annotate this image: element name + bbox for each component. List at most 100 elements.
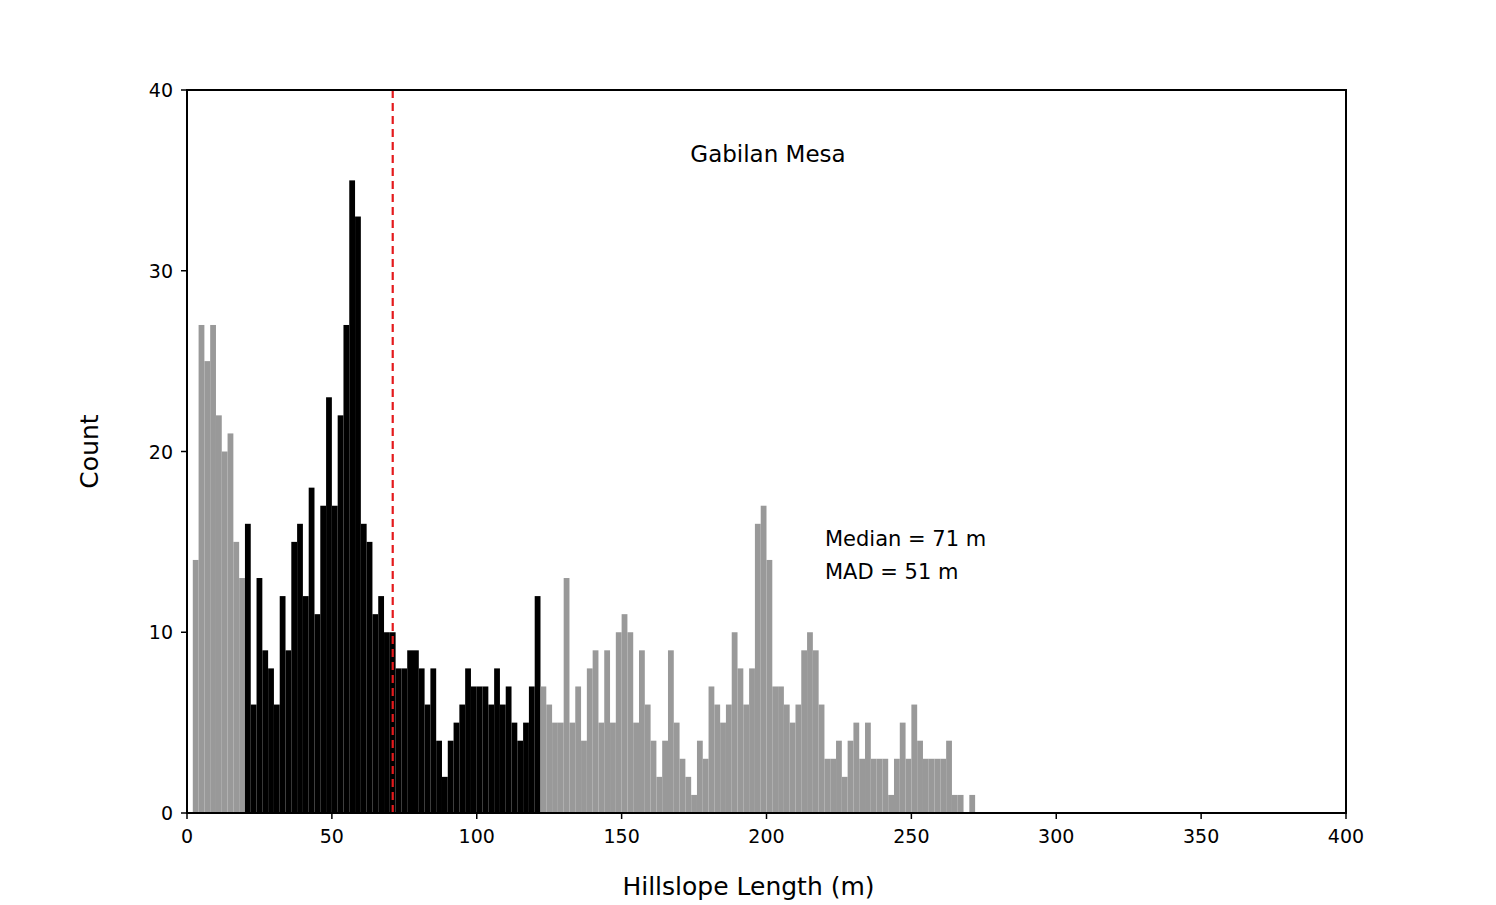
histogram-bar <box>906 759 912 813</box>
histogram-bar <box>622 614 628 813</box>
histogram-bar <box>384 632 390 813</box>
histogram-bar <box>512 723 518 813</box>
histogram-bar <box>685 777 691 813</box>
x-tick <box>1200 813 1202 819</box>
histogram-bar <box>929 759 935 813</box>
x-tick-label: 100 <box>459 825 495 847</box>
histogram-bar <box>877 759 883 813</box>
annotation: MAD = 51 m <box>825 560 958 584</box>
histogram-bar <box>500 705 506 813</box>
histogram-bar <box>448 741 454 813</box>
histogram-bar <box>343 325 349 813</box>
histogram-bar <box>320 506 326 813</box>
histogram-bar <box>355 217 361 813</box>
histogram-bar <box>969 795 975 813</box>
histogram-bar <box>882 759 888 813</box>
annotation: Median = 71 m <box>825 527 986 551</box>
histogram-bar <box>430 668 436 813</box>
histogram-bar <box>540 686 546 813</box>
histogram-bar <box>946 741 952 813</box>
histogram-bar <box>801 650 807 813</box>
y-tick-label: 20 <box>149 441 173 463</box>
y-tick <box>181 270 187 272</box>
histogram-bar <box>274 705 280 813</box>
x-tick-label: 150 <box>603 825 639 847</box>
histogram-bar <box>349 180 355 813</box>
y-tick-label: 30 <box>149 260 173 282</box>
histogram-bar <box>517 741 523 813</box>
histogram-bar <box>558 723 564 813</box>
histogram-bar <box>819 705 825 813</box>
histogram-bar <box>459 705 465 813</box>
histogram-bar <box>598 723 604 813</box>
histogram-bar <box>280 596 286 813</box>
histogram-bar <box>546 705 552 813</box>
histogram-bar <box>193 560 199 813</box>
histogram-bar <box>291 542 297 813</box>
histogram-bar <box>709 686 715 813</box>
histogram-bar <box>743 705 749 813</box>
histogram-bar <box>222 452 228 814</box>
x-tick <box>331 813 333 819</box>
histogram-bar <box>245 524 251 813</box>
histogram-bar <box>662 741 668 813</box>
histogram-bar <box>465 668 471 813</box>
histogram-bar <box>900 723 906 813</box>
histogram-bar <box>581 741 587 813</box>
histogram-bar <box>807 632 813 813</box>
histogram-bar <box>488 705 494 813</box>
histogram-bar <box>871 759 877 813</box>
histogram-bar <box>535 596 541 813</box>
x-tick-label: 0 <box>181 825 193 847</box>
histogram-bar <box>268 668 274 813</box>
histogram-bar <box>210 325 216 813</box>
histogram-bar <box>836 741 842 813</box>
histogram-bar <box>633 723 639 813</box>
histogram-bar <box>738 668 744 813</box>
histogram-bar <box>714 705 720 813</box>
histogram-bar <box>732 632 738 813</box>
histogram-bar <box>396 668 402 813</box>
histogram-bar <box>552 723 558 813</box>
histogram-bar <box>691 795 697 813</box>
histogram-bar <box>923 759 929 813</box>
histogram-bar <box>865 723 871 813</box>
histogram-bar <box>204 361 210 813</box>
chart: 050100150200250300350400010203040Gabilan… <box>0 0 1496 905</box>
chart-title: Gabilan Mesa <box>690 141 845 167</box>
histogram-bar <box>824 759 830 813</box>
plot-frame <box>187 90 1346 813</box>
histogram-bar <box>494 668 500 813</box>
y-axis-label: Count <box>75 414 104 488</box>
histogram-bar <box>894 759 900 813</box>
histogram-bar <box>483 686 489 813</box>
histogram-bar <box>314 614 320 813</box>
histogram-bar <box>952 795 958 813</box>
histogram-bar <box>407 650 413 813</box>
histogram-bar <box>940 759 946 813</box>
histogram-bar <box>262 650 268 813</box>
histogram-bar <box>697 741 703 813</box>
histogram-bar <box>784 705 790 813</box>
histogram-bar <box>378 596 384 813</box>
histogram-bar <box>645 705 651 813</box>
y-tick-label: 40 <box>149 79 173 101</box>
x-tick <box>766 813 768 819</box>
x-tick-label: 400 <box>1328 825 1364 847</box>
histogram-bar <box>656 777 662 813</box>
histogram-bar <box>935 759 941 813</box>
y-tick-label: 0 <box>161 802 173 824</box>
histogram-bar <box>454 723 460 813</box>
histogram-bar <box>830 759 836 813</box>
histogram-bar <box>848 741 854 813</box>
x-tick-label: 300 <box>1038 825 1074 847</box>
histogram-bar <box>772 686 778 813</box>
histogram-bar <box>790 723 796 813</box>
y-tick <box>181 632 187 634</box>
histogram-bar <box>569 723 575 813</box>
histogram-bar <box>761 506 767 813</box>
plot-area <box>193 90 975 813</box>
histogram-bar <box>859 759 865 813</box>
histogram-bar <box>616 632 622 813</box>
histogram-bar <box>610 723 616 813</box>
